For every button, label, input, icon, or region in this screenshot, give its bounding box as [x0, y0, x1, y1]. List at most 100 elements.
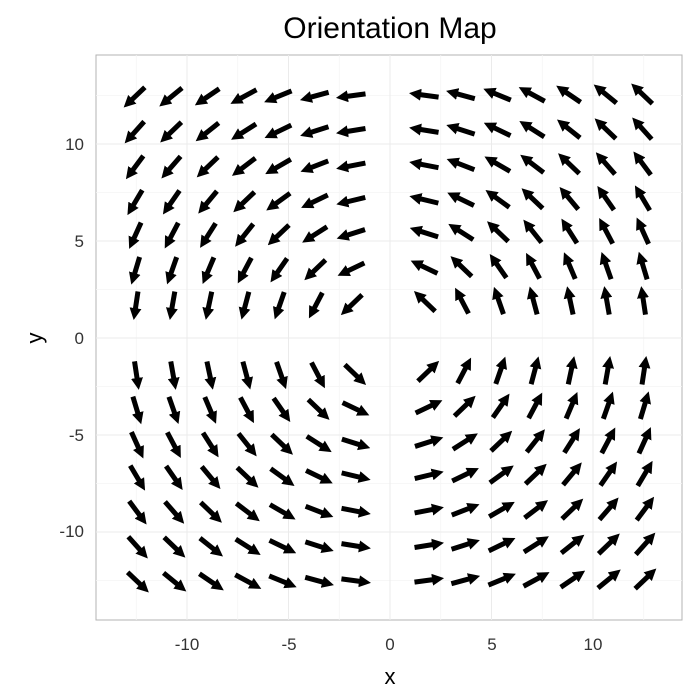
vector-arrow — [562, 428, 580, 455]
vector-arrow — [527, 286, 540, 316]
x-tick-label: -5 — [281, 635, 296, 654]
vector-arrow — [522, 572, 550, 589]
vector-arrow — [341, 400, 370, 416]
vector-arrow — [450, 256, 474, 279]
vector-arrow — [522, 536, 549, 555]
vector-arrow — [235, 465, 259, 488]
vector-arrow — [124, 119, 147, 144]
vector-arrow — [493, 356, 507, 385]
vector-arrow — [446, 157, 476, 173]
vector-arrow — [556, 85, 582, 105]
vector-arrow — [598, 461, 618, 487]
vector-arrow — [128, 221, 144, 249]
vector-arrow — [302, 224, 329, 243]
vector-arrow — [161, 154, 183, 179]
vector-arrow — [414, 503, 444, 516]
vector-arrow — [130, 395, 144, 425]
vector-arrow — [274, 361, 288, 390]
vector-arrow — [167, 361, 180, 390]
vector-arrow — [596, 569, 621, 591]
vector-arrow — [165, 291, 178, 320]
vector-arrow — [129, 256, 143, 285]
vector-arrow — [636, 427, 652, 455]
vector-arrow — [159, 85, 184, 107]
vector-arrow — [300, 124, 330, 138]
y-axis-label: y — [22, 333, 47, 344]
vector-arrow — [304, 539, 334, 554]
vector-arrow — [235, 222, 256, 247]
vector-arrow — [409, 88, 439, 101]
vector-arrow — [125, 570, 149, 593]
vector-arrow — [127, 188, 145, 216]
vector-arrow — [636, 217, 651, 245]
vector-arrow — [414, 538, 444, 551]
vector-arrow — [489, 430, 513, 453]
vector-arrow — [594, 118, 618, 141]
vector-arrow — [308, 291, 325, 319]
vector-arrow — [413, 291, 437, 314]
vector-arrow — [523, 219, 544, 245]
vector-arrow — [410, 260, 439, 276]
vector-arrow — [166, 395, 181, 425]
vector-arrow — [446, 88, 476, 102]
vector-arrow — [304, 258, 328, 281]
vector-arrow — [521, 188, 545, 211]
vector-arrow — [234, 537, 261, 555]
vector-arrow — [636, 251, 650, 281]
vector-arrow — [563, 286, 576, 316]
y-tick-label: 0 — [75, 329, 84, 348]
vector-arrow — [341, 505, 371, 518]
vector-arrow — [233, 190, 257, 213]
vector-arrow — [451, 433, 478, 452]
vector-arrow — [204, 360, 217, 390]
vector-arrow — [202, 396, 217, 424]
vector-arrow — [487, 572, 516, 588]
vector-arrow — [198, 500, 222, 523]
x-tick-label: 10 — [584, 635, 603, 654]
vector-arrow — [268, 538, 297, 554]
vector-arrow — [485, 189, 511, 210]
vector-arrow — [484, 156, 512, 174]
vector-arrow — [450, 538, 480, 552]
vector-arrow — [202, 291, 215, 320]
vector-arrow — [489, 253, 509, 280]
chart-title: Orientation Map — [283, 12, 496, 45]
vector-arrow — [634, 185, 652, 212]
vector-arrow — [268, 573, 297, 589]
vector-arrow — [563, 252, 578, 280]
x-axis: -10 -5 0 5 10 — [175, 635, 603, 654]
vector-arrow — [637, 286, 649, 315]
vector-arrow — [409, 225, 439, 240]
vector-arrow — [416, 360, 440, 383]
vector-arrow — [195, 121, 221, 142]
vector-arrow — [304, 468, 333, 484]
x-tick-label: 5 — [487, 635, 496, 654]
vector-arrow — [414, 468, 444, 482]
vector-arrow — [409, 193, 439, 206]
vector-arrow — [341, 436, 371, 451]
vector-arrow — [160, 120, 184, 143]
x-tick-label: -10 — [175, 635, 200, 654]
vector-arrow — [340, 293, 364, 316]
vector-arrow — [455, 287, 471, 315]
vector-arrow — [164, 221, 181, 249]
vector-arrow — [127, 499, 147, 525]
vector-arrow — [452, 395, 476, 418]
vector-arrow — [633, 532, 656, 557]
y-tick-label: -5 — [69, 426, 84, 445]
vector-arrow — [336, 160, 366, 173]
vector-arrow — [129, 431, 144, 459]
vector-arrow — [336, 227, 366, 241]
vector-arrow — [162, 535, 186, 558]
vector-arrow — [267, 223, 291, 246]
vector-arrow — [341, 470, 371, 483]
vector-arrow — [125, 154, 146, 180]
vector-arrow — [198, 189, 219, 214]
vector-arrow — [230, 87, 258, 104]
vector-arrow — [234, 501, 260, 522]
vector-arrow — [448, 223, 475, 242]
vector-arrow — [304, 503, 334, 519]
vector-arrow — [558, 153, 582, 176]
vector-arrow — [264, 88, 293, 104]
vector-arrow — [519, 121, 546, 139]
